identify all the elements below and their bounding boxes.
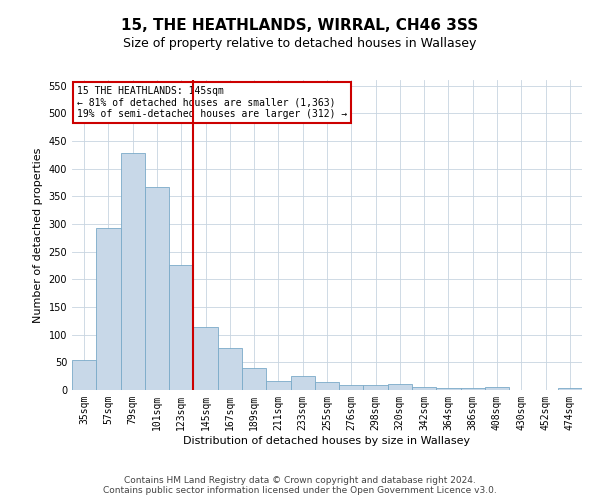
Bar	[461, 388, 485, 390]
Bar	[412, 386, 436, 390]
Bar	[364, 385, 388, 390]
Bar	[339, 385, 364, 390]
Bar	[121, 153, 145, 390]
Bar	[315, 382, 339, 390]
Bar	[193, 328, 218, 390]
Bar	[485, 387, 509, 390]
Bar	[290, 376, 315, 390]
Bar	[436, 388, 461, 390]
Bar	[96, 228, 121, 390]
Bar	[558, 388, 582, 390]
Bar	[218, 348, 242, 390]
Bar	[169, 266, 193, 390]
Bar	[388, 384, 412, 390]
X-axis label: Distribution of detached houses by size in Wallasey: Distribution of detached houses by size …	[184, 436, 470, 446]
Text: Size of property relative to detached houses in Wallasey: Size of property relative to detached ho…	[124, 38, 476, 51]
Bar	[266, 380, 290, 390]
Y-axis label: Number of detached properties: Number of detached properties	[33, 148, 43, 322]
Text: 15, THE HEATHLANDS, WIRRAL, CH46 3SS: 15, THE HEATHLANDS, WIRRAL, CH46 3SS	[121, 18, 479, 32]
Text: 15 THE HEATHLANDS: 145sqm
← 81% of detached houses are smaller (1,363)
19% of se: 15 THE HEATHLANDS: 145sqm ← 81% of detac…	[77, 86, 347, 120]
Bar	[72, 360, 96, 390]
Text: Contains HM Land Registry data © Crown copyright and database right 2024.
Contai: Contains HM Land Registry data © Crown c…	[103, 476, 497, 495]
Bar	[242, 368, 266, 390]
Bar	[145, 187, 169, 390]
